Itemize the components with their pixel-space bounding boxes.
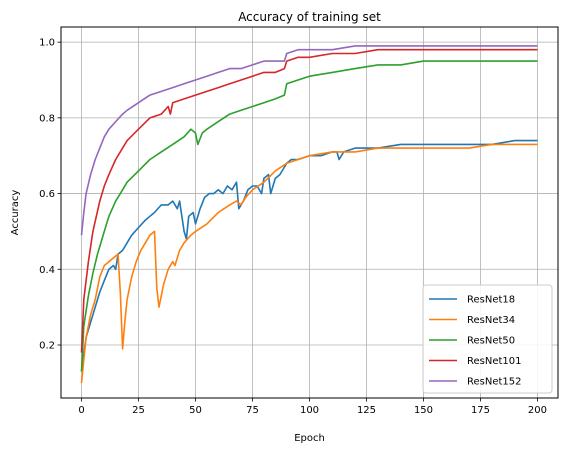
legend-label: ResNet152 <box>467 377 522 388</box>
axis-ticks: 0 25 50 75 100 125 150 175 200 0.2 0.4 0.6 0.8 1.0 <box>39 38 547 416</box>
x-tick-label: 125 <box>357 405 376 416</box>
x-tick-label: 75 <box>246 405 259 416</box>
y-tick-label: 0.8 <box>39 113 55 124</box>
x-tick-label: 0 <box>78 405 84 416</box>
x-tick-label: 200 <box>528 405 547 416</box>
y-tick-label: 0.4 <box>39 265 55 276</box>
legend-label: ResNet101 <box>467 356 522 367</box>
series-line-resnet50 <box>80 60 538 372</box>
y-tick-label: 0.6 <box>39 189 55 200</box>
series-line-resnet18 <box>80 139 538 372</box>
series-line-resnet101 <box>80 48 538 353</box>
legend-label: ResNet18 <box>467 295 515 306</box>
legend-label: ResNet50 <box>467 336 515 347</box>
x-tick-label: 150 <box>414 405 433 416</box>
series-line-resnet34 <box>80 143 538 383</box>
x-axis-label: Epoch <box>294 433 325 444</box>
y-tick-label: 1.0 <box>39 38 55 49</box>
x-tick-label: 100 <box>300 405 319 416</box>
chart-title: Accuracy of training set <box>238 10 381 24</box>
legend-box <box>422 284 553 394</box>
x-tick-label: 175 <box>471 405 490 416</box>
x-tick-label: 25 <box>132 405 145 416</box>
legend-label: ResNet34 <box>467 315 515 326</box>
series-line-resnet152 <box>80 45 538 236</box>
series-lines <box>80 45 538 383</box>
y-tick-label: 0.2 <box>39 341 55 352</box>
x-tick-label: 50 <box>189 405 202 416</box>
y-axis-label: Accuracy <box>10 190 21 236</box>
legend: ResNet18 ResNet34 ResNet50 ResNet101 ResNet1… <box>422 284 553 394</box>
